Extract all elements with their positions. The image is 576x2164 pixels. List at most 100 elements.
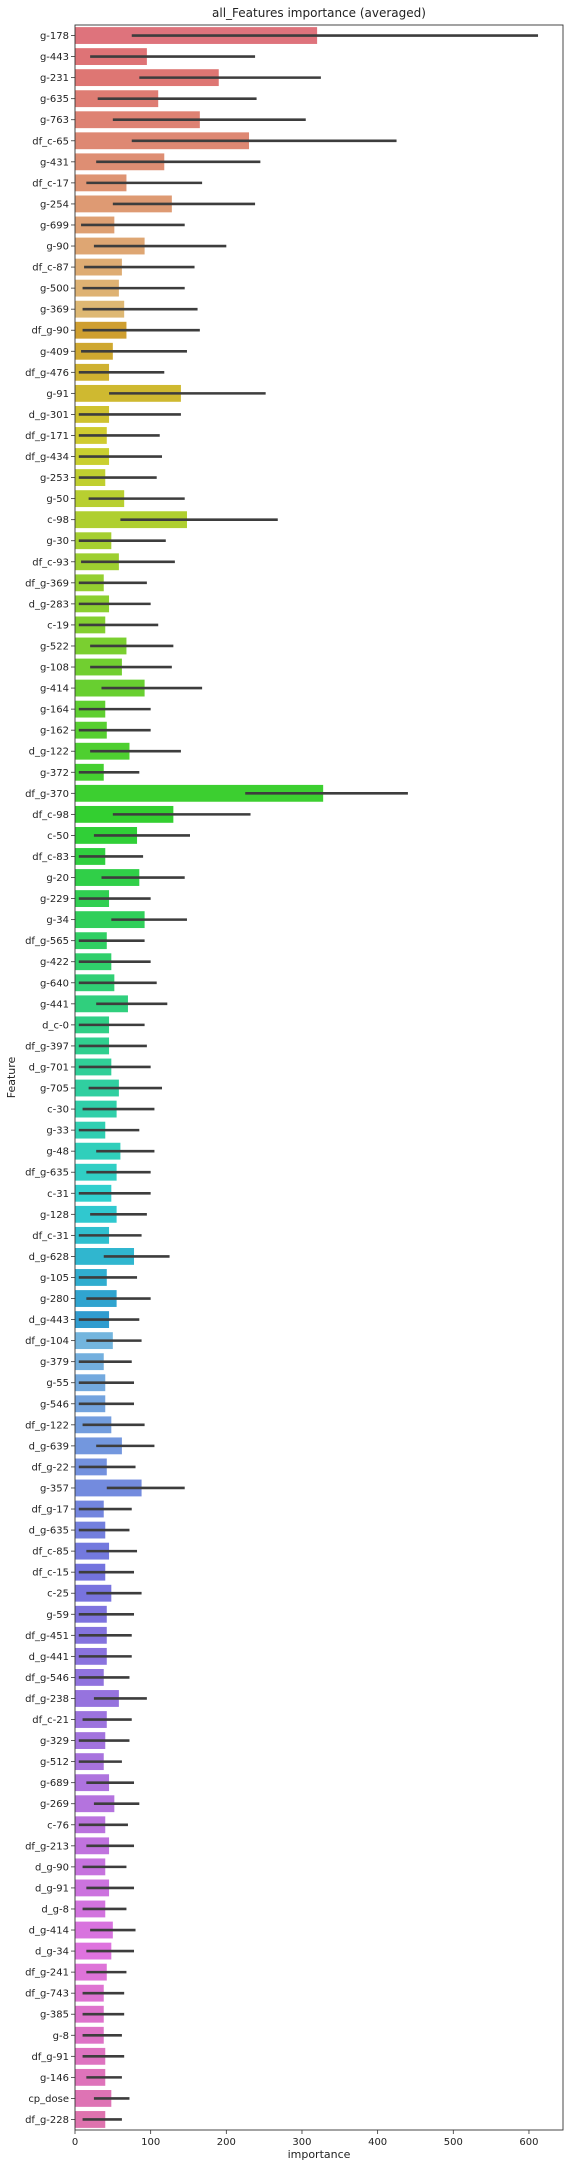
y-tick-label: g-414 (40, 684, 69, 695)
y-tick-label: g-90 (46, 242, 69, 253)
x-tick-label: 0 (72, 2137, 78, 2148)
y-tick-label: df_c-85 (32, 1547, 69, 1558)
y-tick-label: g-164 (40, 705, 69, 716)
y-tick-label: g-146 (40, 2073, 69, 2084)
y-tick-label: g-178 (40, 31, 69, 42)
y-tick-label: c-25 (47, 1589, 69, 1600)
y-tick-label: d_g-91 (35, 1883, 69, 1894)
y-tick-label: g-699 (40, 220, 69, 231)
y-tick-label: c-98 (47, 515, 69, 526)
y-tick-label: c-50 (47, 831, 69, 842)
y-tick-label: g-108 (40, 663, 69, 674)
y-axis-title: Feature (5, 1056, 18, 1098)
y-tick-label: df_g-370 (25, 789, 69, 800)
x-tick-label: 600 (519, 2137, 538, 2148)
y-tick-label: df_g-104 (25, 1336, 69, 1347)
y-tick-label: g-763 (40, 115, 69, 126)
y-tick-label: df_g-451 (25, 1631, 69, 1642)
y-tick-label: cp_dose (28, 2094, 69, 2105)
y-tick-label: g-372 (40, 768, 69, 779)
y-tick-label: c-30 (47, 1105, 69, 1116)
y-tick-label: g-91 (46, 389, 69, 400)
y-tick-label: g-705 (40, 1084, 69, 1095)
y-tick-label: g-128 (40, 1210, 69, 1221)
y-tick-label: g-357 (40, 1483, 69, 1494)
y-tick-label: d_g-8 (41, 1904, 69, 1915)
y-tick-label: df_c-17 (32, 178, 69, 189)
y-tick-label: df_g-213 (25, 1841, 69, 1852)
y-tick-label: g-512 (40, 1757, 69, 1768)
y-tick-label: d_c-0 (42, 1020, 69, 1031)
y-tick-label: g-443 (40, 52, 69, 63)
y-tick-label: df_c-21 (32, 1715, 69, 1726)
y-tick-label: df_c-93 (32, 557, 69, 568)
y-tick-label: g-689 (40, 1778, 69, 1789)
y-tick-label: df_c-83 (32, 852, 69, 863)
y-tick-label: d_g-122 (29, 747, 69, 758)
error-bars-layer (78, 34, 539, 2121)
x-axis-title: importance (288, 2148, 351, 2160)
y-tick-label: g-253 (40, 473, 69, 484)
y-tick-label: g-280 (40, 1294, 69, 1305)
y-tick-label: g-55 (46, 1378, 69, 1389)
x-tick-label: 100 (141, 2137, 160, 2148)
y-tick-label: g-254 (40, 199, 69, 210)
y-tick-label: df_g-90 (31, 326, 69, 337)
y-tick-label: d_g-628 (29, 1252, 69, 1263)
bar-cp_dose (75, 2090, 112, 2107)
bar-df_g-370 (75, 784, 324, 802)
bars-layer (75, 27, 324, 2128)
y-tick-label: d_g-443 (29, 1315, 69, 1326)
y-tick-label: df_c-98 (32, 810, 69, 821)
y-tick-label: g-59 (46, 1610, 69, 1621)
y-tick-label: df_g-546 (25, 1673, 69, 1684)
y-tick-label: g-369 (40, 305, 69, 316)
y-tick-label: d_g-34 (35, 1947, 69, 1958)
y-tick-label: c-31 (47, 1189, 69, 1200)
y-tick-label: df_c-15 (32, 1568, 69, 1579)
bar-g-34 (75, 911, 145, 929)
y-tick-label: df_g-238 (25, 1694, 69, 1705)
y-tick-label: df_g-22 (31, 1462, 69, 1473)
x-tick-label: 200 (217, 2137, 236, 2148)
y-tick-label: df_g-91 (31, 2052, 69, 2063)
y-tick-label: g-162 (40, 726, 69, 737)
y-tick-label: g-441 (40, 999, 69, 1010)
y-tick-label: g-8 (53, 2031, 69, 2042)
x-tick-label: 300 (292, 2137, 311, 2148)
y-tick-label: df_g-241 (25, 1968, 69, 1979)
y-tick-label: g-30 (46, 536, 69, 547)
y-tick-label: d_g-90 (35, 1862, 69, 1873)
y-tick-labels: g-178 g-443 g-231 g-635 g-763 df_c-65 g-431 df_… (25, 31, 75, 2126)
y-tick-label: d_g-639 (29, 1441, 69, 1452)
y-tick-label: g-635 (40, 94, 69, 105)
y-tick-label: g-379 (40, 1357, 69, 1368)
x-tick-label: 500 (444, 2137, 463, 2148)
y-tick-label: g-50 (46, 494, 69, 505)
y-tick-label: g-229 (40, 894, 69, 905)
y-tick-label: c-19 (47, 620, 69, 631)
y-tick-label: df_g-434 (25, 452, 69, 463)
y-tick-label: d_g-701 (29, 1062, 69, 1073)
y-tick-label: g-269 (40, 1799, 69, 1810)
y-tick-label: d_g-635 (29, 1526, 69, 1537)
y-tick-label: df_g-743 (25, 1989, 69, 2000)
y-tick-label: df_g-635 (25, 1168, 69, 1179)
y-tick-label: df_g-476 (25, 368, 69, 379)
y-tick-label: df_g-17 (31, 1505, 69, 1516)
y-tick-label: g-329 (40, 1736, 69, 1747)
y-tick-label: df_g-565 (25, 936, 69, 947)
y-tick-label: g-231 (40, 73, 69, 84)
y-tick-label: df_c-87 (32, 263, 69, 274)
y-tick-label: g-385 (40, 2010, 69, 2021)
y-tick-label: g-409 (40, 347, 69, 358)
y-tick-label: g-431 (40, 157, 69, 168)
y-tick-label: g-422 (40, 957, 69, 968)
y-tick-label: df_g-122 (25, 1420, 69, 1431)
y-tick-label: c-76 (47, 1820, 69, 1831)
y-tick-label: d_g-441 (29, 1652, 69, 1663)
y-tick-label: d_g-283 (29, 599, 69, 610)
y-tick-label: df_c-65 (32, 136, 69, 147)
